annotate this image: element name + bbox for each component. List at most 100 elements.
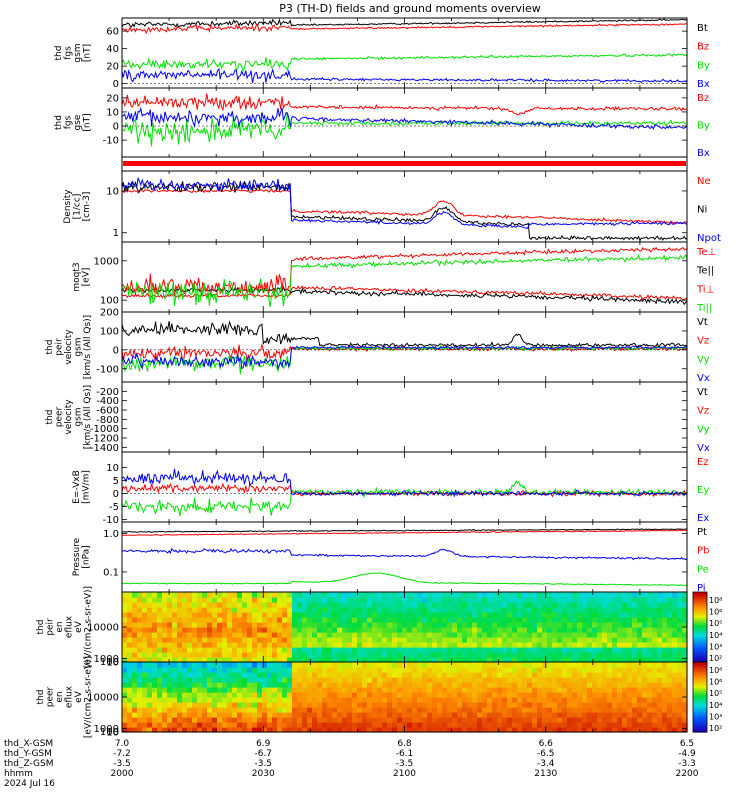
heatmap-cell: [282, 677, 288, 683]
heatmap-cell: [322, 697, 328, 703]
heatmap-cell: [337, 697, 343, 703]
heatmap-cell: [657, 632, 663, 638]
heatmap-cell: [482, 627, 488, 633]
heatmap-cell: [482, 722, 488, 728]
heatmap-cell: [392, 672, 398, 678]
heatmap-cell: [497, 657, 503, 663]
heatmap-cell: [327, 697, 333, 703]
ylabel-line: eV: [74, 690, 84, 703]
heatmap-cell: [652, 667, 658, 673]
heatmap-cell: [382, 692, 388, 698]
heatmap-cell: [447, 707, 453, 713]
heatmap-cell: [432, 657, 438, 663]
heatmap-cell: [402, 612, 408, 618]
heatmap-cell: [392, 697, 398, 703]
heatmap-cell: [192, 622, 198, 628]
heatmap-cell: [647, 612, 653, 618]
heatmap-cell: [297, 707, 303, 713]
heatmap-cell: [377, 607, 383, 613]
heatmap-cell: [232, 692, 238, 698]
heatmap-cell: [312, 677, 318, 683]
heatmap-cell: [522, 682, 528, 688]
heatmap-cell: [387, 627, 393, 633]
heatmap-cell: [232, 712, 238, 718]
heatmap-cell: [277, 727, 283, 733]
heatmap-cell: [567, 607, 573, 613]
heatmap-cell: [407, 707, 413, 713]
heatmap-cell: [242, 662, 248, 668]
heatmap-cell: [192, 632, 198, 638]
heatmap-cell: [637, 647, 643, 653]
heatmap-cell: [472, 692, 478, 698]
heatmap-cell: [547, 667, 553, 673]
heatmap-cell: [252, 712, 258, 718]
heatmap-cell: [357, 657, 363, 663]
heatmap-cell: [297, 642, 303, 648]
heatmap-cell: [662, 592, 668, 598]
heatmap-cell: [192, 667, 198, 673]
heatmap-cell: [522, 707, 528, 713]
heatmap-cell: [337, 647, 343, 653]
ylabel-line: [nT]: [83, 113, 93, 131]
heatmap-cell: [337, 602, 343, 608]
heatmap-cell: [267, 702, 273, 708]
heatmap-cell: [472, 642, 478, 648]
heatmap-cell: [612, 592, 618, 598]
heatmap-cell: [657, 727, 663, 733]
heatmap-cell: [627, 657, 633, 663]
heatmap-cell: [287, 672, 293, 678]
heatmap-cell: [392, 722, 398, 728]
heatmap-cell: [167, 642, 173, 648]
colorbar-cell: [693, 701, 707, 705]
heatmap-cell: [517, 637, 523, 643]
heatmap-cell: [502, 657, 508, 663]
heatmap-cell: [657, 627, 663, 633]
colorbar-cell: [693, 662, 707, 665]
heatmap-cell: [407, 682, 413, 688]
heatmap-cell: [122, 727, 128, 733]
heatmap-cell: [377, 672, 383, 678]
heatmap-cell: [412, 617, 418, 623]
heatmap-cell: [212, 717, 218, 723]
heatmap-cell: [392, 652, 398, 658]
heatmap-cell: [507, 647, 513, 653]
heatmap-cell: [447, 687, 453, 693]
heatmap-cell: [212, 652, 218, 658]
heatmap-cell: [167, 617, 173, 623]
heatmap-cell: [527, 717, 533, 723]
heatmap-cell: [622, 692, 628, 698]
heatmap-cell: [542, 707, 548, 713]
heatmap-cell: [212, 637, 218, 643]
heatmap-cell: [462, 597, 468, 603]
heatmap-cell: [512, 592, 518, 598]
heatmap-cell: [462, 672, 468, 678]
heatmap-cell: [572, 627, 578, 633]
heatmap-cell: [512, 667, 518, 673]
heatmap-cell: [587, 697, 593, 703]
heatmap-cell: [397, 707, 403, 713]
heatmap-cell: [127, 607, 133, 613]
heatmap-cell: [532, 662, 538, 668]
ylabel-line: E=-VxB: [72, 470, 82, 504]
heatmap-cell: [552, 632, 558, 638]
heatmap-cell: [407, 647, 413, 653]
heatmap-cell: [457, 642, 463, 648]
heatmap-cell: [352, 677, 358, 683]
heatmap-cell: [572, 622, 578, 628]
heatmap-cell: [227, 672, 233, 678]
heatmap-cell: [642, 607, 648, 613]
heatmap-cell: [627, 682, 633, 688]
heatmap-cell: [587, 707, 593, 713]
heatmap-cell: [527, 667, 533, 673]
heatmap-cell: [472, 687, 478, 693]
heatmap-cell: [342, 682, 348, 688]
heatmap-cell: [417, 637, 423, 643]
heatmap-cell: [222, 622, 228, 628]
heatmap-cell: [122, 692, 128, 698]
heatmap-cell: [607, 622, 613, 628]
heatmap-cell: [292, 617, 298, 623]
heatmap-cell: [582, 677, 588, 683]
heatmap-cell: [507, 662, 513, 668]
heatmap-cell: [142, 682, 148, 688]
heatmap-cell: [457, 682, 463, 688]
